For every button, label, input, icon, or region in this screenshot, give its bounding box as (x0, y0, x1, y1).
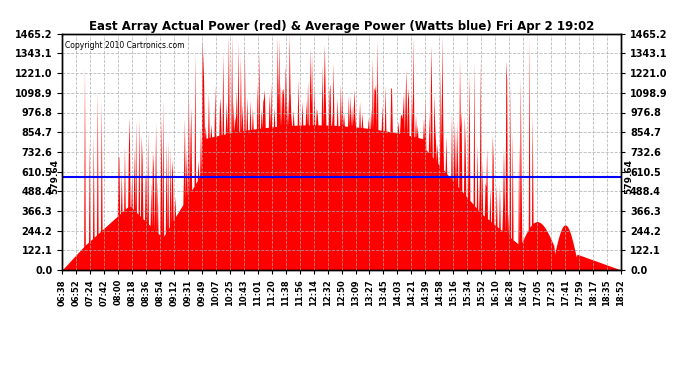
Text: 579.64: 579.64 (624, 159, 633, 194)
Title: East Array Actual Power (red) & Average Power (Watts blue) Fri Apr 2 19:02: East Array Actual Power (red) & Average … (89, 20, 594, 33)
Text: Copyright 2010 Cartronics.com: Copyright 2010 Cartronics.com (65, 41, 184, 50)
Text: 579.64: 579.64 (50, 159, 59, 194)
